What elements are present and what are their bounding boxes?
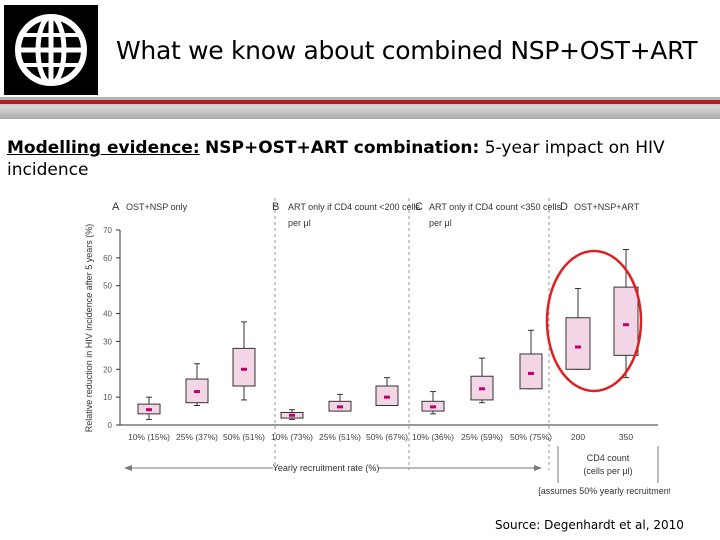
panel-title-b: ART only if CD4 count <200 cells	[288, 202, 420, 212]
panel-subtitle-b: per μl	[288, 218, 311, 228]
title-divider-accent	[0, 100, 720, 104]
y-tick-label: 50	[103, 282, 112, 291]
panel-title-d: OST+NSP+ART	[574, 202, 640, 212]
box-9: 50% (75%)	[510, 329, 552, 442]
box-body	[613, 286, 639, 356]
subtitle-rest: 5-year impact on HIV incidence	[7, 138, 665, 180]
box-body	[232, 347, 256, 387]
boxplot-chart: A OST+NSP only B ART only if CD4 count <…	[78, 188, 674, 513]
box-5: 25% (51%)	[319, 393, 361, 442]
box-7: 10% (36%)	[412, 391, 454, 442]
box-2: 25% (37%)	[176, 363, 218, 442]
box-1: 10% (15%)	[128, 396, 170, 442]
box-median	[430, 405, 436, 409]
box-median	[194, 390, 200, 394]
y-axis-label: Relative reduction in HIV incidence afte…	[84, 224, 94, 433]
box-10: 200	[565, 288, 591, 442]
x-tick-label: 200	[571, 432, 585, 442]
y-tick-label: 0	[108, 421, 113, 430]
y-tick-label: 70	[103, 226, 112, 235]
subtitle-lead: Modelling evidence:	[7, 138, 200, 158]
x-tick-label: 10% (15%)	[128, 432, 170, 442]
panel-title-a: OST+NSP only	[126, 202, 188, 212]
highlight-ellipse	[545, 249, 643, 393]
panel-letter-c: C	[415, 201, 423, 213]
subtitle-bold: NSP+OST+ART combination:	[205, 138, 480, 158]
box-body	[565, 317, 591, 370]
y-tick-label: 20	[103, 365, 112, 374]
panel-letter-d: D	[560, 201, 568, 213]
globe-icon	[15, 14, 87, 86]
y-tick-label: 60	[103, 254, 112, 263]
box-median	[479, 387, 485, 391]
box-median	[623, 323, 629, 327]
x-tick-label: 25% (59%)	[461, 432, 503, 442]
box-median	[337, 405, 343, 409]
panel-letter-a: A	[112, 201, 120, 213]
boxplot-svg: A OST+NSP only B ART only if CD4 count <…	[84, 198, 674, 496]
box-median	[384, 395, 390, 399]
box-median	[289, 413, 295, 417]
cd4-sublabel: (cells per μl)	[583, 466, 632, 476]
y-tick-label: 10	[103, 393, 112, 402]
x-tick-label: 50% (67%)	[366, 432, 408, 442]
y-tick-label: 40	[103, 310, 112, 319]
x-axis-label: Yearly recruitment rate (%)	[273, 463, 380, 473]
box-6: 50% (67%)	[366, 377, 408, 442]
x-tick-label: 25% (37%)	[176, 432, 218, 442]
slide-title: What we know about combined NSP+OST+ART	[116, 36, 698, 65]
panel-title-c: ART only if CD4 count <350 cells	[429, 202, 561, 212]
box-median	[575, 345, 581, 349]
x-tick-label: 10% (73%)	[271, 432, 313, 442]
box-median	[241, 367, 247, 371]
x-tick-label: 50% (75%)	[510, 432, 552, 442]
assumption-note: [assumes 50% yearly recruitment]	[538, 486, 670, 496]
box-4: 10% (73%)	[271, 409, 313, 442]
cd4-label: CD4 count	[587, 453, 630, 463]
panel-subtitle-c: per μl	[429, 218, 452, 228]
x-tick-label: 50% (51%)	[223, 432, 265, 442]
box-median	[146, 408, 152, 412]
x-tick-label: 10% (36%)	[412, 432, 454, 442]
y-tick-label: 30	[103, 337, 112, 346]
box-11: 350	[613, 249, 639, 442]
slide-subtitle: Modelling evidence: NSP+OST+ART combinat…	[7, 137, 707, 181]
source-citation: Source: Degenhardt et al, 2010	[495, 518, 684, 532]
box-body	[519, 353, 543, 390]
x-tick-label: 25% (51%)	[319, 432, 361, 442]
panel-letter-b: B	[272, 201, 279, 213]
box-3: 50% (51%)	[223, 321, 265, 442]
x-tick-label: 350	[619, 432, 633, 442]
box-median	[528, 371, 534, 375]
box-8: 25% (59%)	[461, 357, 503, 442]
world-bank-logo	[4, 5, 98, 95]
